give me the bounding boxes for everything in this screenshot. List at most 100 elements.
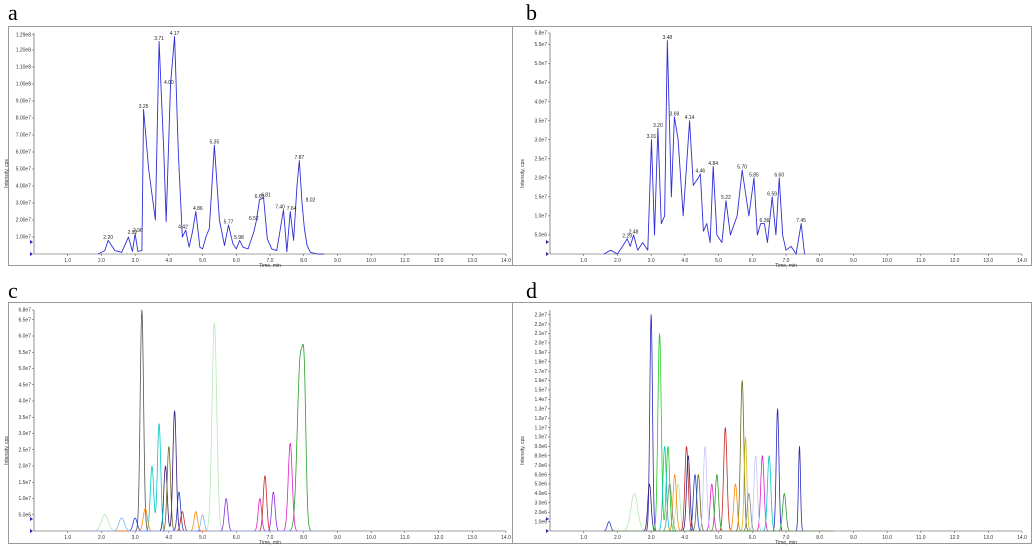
y-tick-label: 4.0e6 (534, 491, 547, 497)
y-tick-label: 2.5e7 (18, 447, 31, 453)
baseline-marker-icon (546, 529, 549, 533)
baseline-marker-icon (30, 517, 33, 521)
x-tick-label: 5.0 (715, 535, 722, 541)
x-tick-label: 14.0 (501, 535, 511, 541)
peak-label: 8.02 (306, 198, 316, 204)
x-axis-title: Time, min (775, 540, 797, 546)
y-tick-label: 6.5e7 (18, 317, 31, 323)
x-tick-label: 7.0 (267, 535, 274, 541)
x-tick-label: 9.0 (850, 258, 857, 264)
x-tick-label: 6.0 (749, 535, 756, 541)
x-tick-label: 5.0 (199, 258, 206, 264)
x-tick-label: 3.0 (132, 535, 139, 541)
y-tick-label: 1.6e7 (534, 378, 547, 384)
y-tick-label: 1.00e8 (16, 82, 32, 88)
peak-label: 4.46 (695, 168, 705, 174)
y-tick-label: 5.8e7 (534, 31, 547, 37)
peak-label: 5.35 (210, 140, 220, 146)
x-tick-label: 12.0 (950, 535, 960, 541)
y-tick-label: 4.00e7 (16, 184, 32, 190)
y-tick-label: 1.5e7 (18, 480, 31, 486)
x-tick-label: 11.0 (400, 258, 410, 264)
ion-trace (87, 442, 318, 532)
y-tick-label: 2.1e7 (534, 331, 547, 337)
x-tick-label: 10.0 (882, 535, 892, 541)
y-tick-label: 1.4e7 (534, 397, 547, 403)
x-tick-label: 10.0 (366, 535, 376, 541)
ion-trace (603, 474, 834, 532)
y-tick-label: 1.00e7 (16, 235, 32, 241)
peak-label: 5.70 (737, 165, 747, 171)
x-tick-label: 14.0 (501, 258, 511, 264)
peak-label: 3.01 (647, 134, 657, 140)
x-tick-label: 1.0 (580, 258, 587, 264)
x-tick-label: 5.0 (199, 535, 206, 541)
x-tick-label: 14.0 (1017, 258, 1027, 264)
x-axis-title: Time, min (259, 540, 281, 546)
peak-label: 5.22 (721, 195, 731, 201)
peak-label: 2.20 (103, 235, 113, 241)
chart-c: 1.0 2.0 3.0 4.0 5.0 6.0 7.0 8.0 9.0 10.0 11.0 12.0 1… (4, 308, 511, 546)
ion-trace (87, 491, 318, 532)
x-tick-label: 2.0 (614, 258, 621, 264)
y-tick-label: 1.20e8 (16, 48, 32, 54)
y-tick-label: 4.0e7 (534, 99, 547, 105)
y-tick-label: 2.00e7 (16, 218, 32, 224)
x-tick-label: 7.0 (267, 258, 274, 264)
y-axis-title: Intensity, cps (4, 436, 10, 465)
peak-label: 7.40 (275, 204, 285, 210)
chart-panel-b (512, 26, 1032, 266)
y-tick-label: 6.0e7 (18, 334, 31, 340)
x-tick-label: 1.0 (64, 258, 71, 264)
y-tick-label: 7.0e6 (534, 463, 547, 469)
x-tick-label: 3.0 (648, 258, 655, 264)
peak-label: 3.20 (653, 123, 663, 129)
y-tick-label: 2.0e7 (534, 341, 547, 347)
ion-trace (87, 309, 318, 532)
peak-label: 4.84 (708, 161, 718, 167)
y-tick-label: 6.00e7 (16, 150, 32, 156)
y-tick-label: 5.5e7 (18, 350, 31, 356)
x-tick-label: 10.0 (882, 258, 892, 264)
y-tick-label: 4.0e7 (18, 399, 31, 405)
y-tick-label: 1.7e7 (534, 369, 547, 375)
y-tick-label: 9.0e6 (534, 444, 547, 450)
y-tick-label: 5.0e6 (534, 482, 547, 488)
x-tick-label: 1.0 (580, 535, 587, 541)
peak-label: 7.45 (796, 218, 806, 224)
y-axis-title: Intensity, cps (520, 159, 526, 188)
x-tick-label: 2.0 (98, 258, 105, 264)
x-tick-label: 8.0 (816, 535, 823, 541)
baseline-marker-icon (30, 252, 33, 256)
y-tick-label: 1.9e7 (534, 350, 547, 356)
x-tick-label: 8.0 (816, 258, 823, 264)
x-tick-label: 6.0 (749, 258, 756, 264)
peak-label: 4.00 (164, 80, 174, 86)
y-tick-label: 5.5e7 (534, 42, 547, 48)
peak-label: 6.81 (261, 192, 271, 198)
x-tick-label: 9.0 (334, 258, 341, 264)
y-tick-label: 7.00e7 (16, 133, 32, 139)
y-tick-label: 1.5e7 (534, 388, 547, 394)
y-tick-label: 1.29e8 (16, 32, 32, 38)
x-tick-label: 10.0 (366, 258, 376, 264)
y-tick-label: 1.0e7 (18, 496, 31, 502)
y-axis-title: Intensity, cps (4, 159, 10, 188)
y-tick-label: 1.3e7 (534, 406, 547, 412)
peak-label: 6.52 (249, 216, 259, 222)
peak-label: 2.29 (622, 233, 632, 239)
y-tick-label: 3.0e7 (18, 431, 31, 437)
x-tick-label: 6.0 (233, 258, 240, 264)
x-tick-label: 4.0 (681, 535, 688, 541)
chart-a: 1.0 2.0 3.0 4.0 5.0 6.0 7.0 8.0 9.0 10.0 11.0 12.0 1… (4, 31, 511, 269)
peak-label: 6.59 (767, 191, 777, 197)
chart-panel-d (512, 302, 1032, 544)
peak-label: 4.14 (685, 115, 695, 121)
x-tick-label: 4.0 (165, 535, 172, 541)
chromatogram-trace (97, 35, 324, 255)
x-tick-label: 7.0 (783, 258, 790, 264)
peak-label: 2.96 (133, 228, 143, 234)
x-tick-label: 3.0 (132, 258, 139, 264)
peak-label: 4.17 (170, 31, 180, 37)
ion-trace (87, 514, 318, 532)
